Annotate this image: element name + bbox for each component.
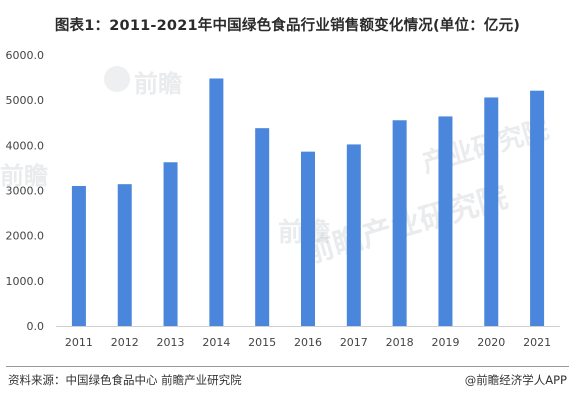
bar-2016 — [301, 151, 315, 326]
x-tick-label: 2021 — [523, 336, 551, 349]
watermark-logo-icon — [104, 66, 130, 92]
footer-divider — [6, 366, 569, 367]
bar-2017 — [346, 144, 361, 326]
x-tick-label: 2017 — [340, 336, 368, 349]
y-tick-label: 3000.0 — [6, 185, 45, 198]
chart-title: 图表1：2011-2021年中国绿色食品行业销售额变化情况(单位：亿元) — [54, 18, 521, 34]
x-tick-label: 2013 — [157, 336, 185, 349]
x-tick-label: 2019 — [431, 336, 459, 349]
source-note: 资料来源：中国绿色食品中心 前瞻产业研究院 — [8, 373, 242, 387]
bar-2020 — [484, 97, 499, 326]
x-tick-label: 2015 — [248, 336, 276, 349]
x-tick-label: 2016 — [294, 336, 322, 349]
brand-credit: @前瞻经济学人APP — [464, 373, 567, 387]
bar-2019 — [438, 116, 453, 326]
y-tick-label: 2000.0 — [6, 230, 45, 243]
bar-2018 — [392, 120, 407, 326]
y-tick-label: 5000.0 — [6, 94, 45, 107]
bar-2012 — [117, 184, 132, 326]
x-tick-label: 2012 — [111, 336, 139, 349]
y-tick-label: 6000.0 — [6, 49, 45, 62]
x-tick-label: 2018 — [386, 336, 414, 349]
bar-2014 — [209, 78, 224, 326]
x-tick-label: 2011 — [65, 336, 93, 349]
bar-2021 — [530, 90, 545, 326]
x-tick-label: 2014 — [202, 336, 230, 349]
bar-2011 — [71, 185, 86, 326]
y-tick-label: 0.0 — [27, 320, 45, 333]
y-tick-label: 1000.0 — [6, 275, 45, 288]
bar-2013 — [163, 162, 178, 326]
bar-2015 — [255, 128, 270, 326]
x-tick-label: 2020 — [477, 336, 505, 349]
y-tick-label: 4000.0 — [6, 139, 45, 152]
